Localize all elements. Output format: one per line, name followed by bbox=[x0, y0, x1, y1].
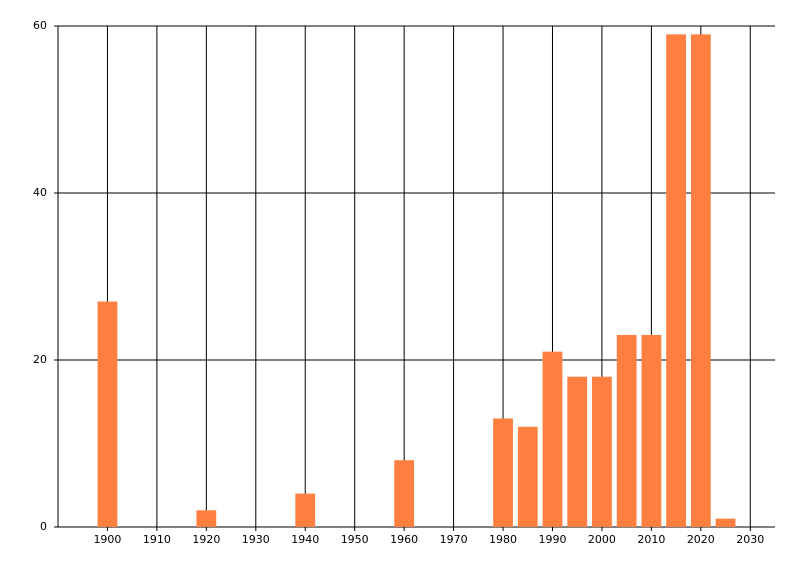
bar bbox=[641, 334, 662, 527]
bar bbox=[567, 376, 588, 527]
x-tick-label: 1980 bbox=[489, 533, 517, 546]
bar bbox=[666, 34, 686, 527]
x-tick-label: 1950 bbox=[341, 533, 369, 546]
bar bbox=[196, 510, 217, 527]
x-tick-label: 2000 bbox=[588, 533, 616, 546]
bar bbox=[616, 334, 637, 527]
bar bbox=[97, 301, 118, 527]
x-tick-label: 1960 bbox=[390, 533, 418, 546]
bar bbox=[394, 460, 415, 527]
y-tick-label: 40 bbox=[33, 186, 47, 199]
bar bbox=[295, 493, 316, 527]
x-tick-label: 1910 bbox=[143, 533, 171, 546]
bar bbox=[542, 351, 563, 527]
bar bbox=[493, 418, 513, 527]
x-tick-label: 2010 bbox=[637, 533, 665, 546]
y-tick-label: 0 bbox=[40, 520, 47, 533]
x-tick-label: 1930 bbox=[242, 533, 270, 546]
x-tick-label: 1920 bbox=[192, 533, 220, 546]
bar bbox=[517, 426, 538, 527]
y-tick-label: 60 bbox=[33, 19, 47, 32]
x-tick-label: 2030 bbox=[736, 533, 764, 546]
x-tick-label: 1970 bbox=[440, 533, 468, 546]
bar bbox=[690, 34, 711, 527]
bar bbox=[592, 376, 612, 527]
x-tick-label: 1900 bbox=[93, 533, 121, 546]
y-tick-label: 20 bbox=[33, 353, 47, 366]
x-tick-label: 1990 bbox=[538, 533, 566, 546]
bar bbox=[715, 518, 736, 527]
x-tick-label: 2020 bbox=[687, 533, 715, 546]
x-tick-label: 1940 bbox=[291, 533, 319, 546]
